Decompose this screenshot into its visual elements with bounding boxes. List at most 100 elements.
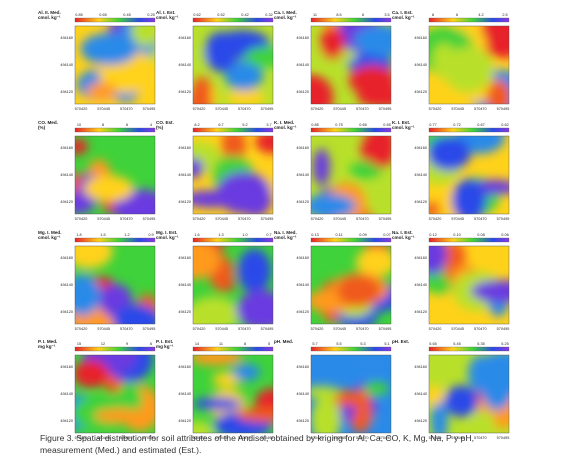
blobs: [193, 136, 273, 214]
map-blob: [311, 74, 334, 104]
panel-unit: cmol. kg⁻¹: [156, 15, 179, 20]
x-tick-label: 570445: [451, 327, 464, 331]
x-tick-label: 570445: [215, 327, 228, 331]
x-tick-label: 570420: [429, 327, 442, 331]
x-tick-label: 570445: [333, 327, 346, 331]
x-tick-label: 570495: [261, 107, 274, 111]
map-blob: [353, 26, 391, 57]
map-blob: [204, 31, 238, 73]
map: [75, 136, 155, 214]
y-tick-label: 494120: [414, 90, 427, 94]
scale-label: 4: [150, 123, 152, 127]
map-blob: [486, 80, 509, 104]
map-panel: K. I. Est.cmol. kg⁻¹ 0.77 0.72 0.67 0.62 4941…: [392, 120, 509, 221]
blobs: [193, 29, 273, 104]
scale-label: 0.07: [383, 233, 390, 237]
map-blob: [444, 385, 479, 418]
scale-label: 4.2: [478, 13, 483, 17]
scale-label: 1.5: [100, 233, 105, 237]
map-panel: CO. Est.(%) 8.2 6.7 5.2 3.7 494160 494140 49412…: [156, 120, 273, 221]
scale-label: 5.7: [312, 342, 317, 346]
blobs: [311, 355, 390, 433]
scale-label: 8.2: [194, 123, 199, 127]
map-blob: [86, 82, 118, 101]
map-frame: [428, 354, 510, 434]
y-tick-label: 494120: [60, 310, 73, 314]
x-tick-label: 570420: [429, 107, 442, 111]
panel-unit: cmol. kg⁻¹: [38, 235, 61, 240]
x-tick-label: 570495: [497, 327, 510, 331]
x-tick-label: 570470: [474, 217, 487, 221]
scale-label: 0.06: [501, 233, 508, 237]
y-tick-label: 494160: [60, 256, 73, 260]
panel-title: Mg. I. Med.: [38, 230, 61, 235]
map-blob: [193, 420, 215, 433]
map-panel: Na. I. Est.cmol. kg⁻¹ 0.12 0.10 0.08 0.06 494…: [392, 230, 510, 331]
scale-label: 1.6: [194, 233, 199, 237]
map-blob: [75, 274, 101, 316]
x-tick-label: 570445: [333, 436, 346, 440]
y-tick-label: 494160: [414, 256, 427, 260]
x-tick-label: 570420: [311, 436, 324, 440]
y-tick-label: 494120: [178, 310, 191, 314]
scale-label: 0.62: [501, 123, 508, 127]
map-blob: [430, 397, 448, 433]
scale-label: 5.2: [242, 123, 247, 127]
x-tick-label: 570495: [143, 327, 156, 331]
scale-label: 1.2: [124, 233, 129, 237]
y-tick-label: 494120: [296, 90, 309, 94]
map-panel: P. I. Est.mg kg⁻¹ 14 11 8 5 494160 494140 49412…: [156, 339, 274, 440]
map-blob: [80, 32, 138, 66]
blobs: [429, 355, 509, 433]
panel-title: K. I. Med.: [274, 120, 294, 125]
y-tick-label: 494140: [60, 63, 73, 67]
panel-title: pH. Med.: [274, 339, 293, 344]
map-blob: [236, 407, 273, 423]
scale-label: 8: [244, 342, 246, 346]
x-tick-label: 570445: [333, 107, 346, 111]
y-tick-label: 494120: [178, 200, 191, 204]
map: [193, 26, 273, 104]
y-tick-label: 494140: [296, 173, 309, 177]
panel-title: CO. Est.: [156, 120, 174, 125]
y-tick-label: 494160: [178, 256, 191, 260]
scale-label: 0.7: [266, 233, 271, 237]
x-tick-label: 570470: [474, 436, 487, 440]
x-tick-label: 570470: [120, 436, 133, 440]
x-tick-label: 570470: [238, 327, 251, 331]
map-blob: [432, 42, 456, 79]
scale-label: 5.45: [453, 342, 460, 346]
x-tick-label: 570470: [238, 217, 251, 221]
panel-unit: cmol. kg⁻¹: [392, 125, 415, 130]
map-blob: [193, 397, 243, 410]
map-blob: [224, 60, 264, 91]
caption: Figure 3. Spatial distribution for soil …: [40, 433, 474, 443]
x-tick-label: 570495: [379, 217, 392, 221]
blobs: [429, 136, 509, 214]
scale-label: 5: [268, 342, 270, 346]
scale-label: 0.13: [311, 233, 318, 237]
panel-unit: cmol. kg⁻¹: [392, 15, 415, 20]
panel-title: P. I. Med.: [38, 339, 57, 344]
map-blob: [311, 386, 341, 399]
panel-unit: cmol. kg⁻¹: [156, 235, 179, 240]
y-tick-label: 494120: [414, 419, 427, 423]
color-scale: [192, 17, 274, 23]
scale-label: 6.7: [218, 123, 223, 127]
scale-label: 14: [195, 342, 199, 346]
map-panel: Al. II. Med.cmol. kg⁻¹ 0.85 0.65 0.45 0.25 49…: [38, 10, 155, 111]
map-frame: [428, 245, 510, 325]
panel-unit: cmol. kg⁻¹: [274, 235, 297, 240]
map-panel: Al. I. Est.cmol. kg⁻¹ 0.62 0.52 0.42 0.32 494…: [156, 10, 274, 111]
x-tick-label: 570445: [333, 217, 346, 221]
map-blob: [348, 65, 391, 96]
scale-label: 0.65: [359, 123, 366, 127]
map-blob: [193, 296, 241, 324]
x-tick-label: 570445: [451, 436, 464, 440]
y-tick-label: 494160: [296, 365, 309, 369]
map-blob: [355, 247, 391, 277]
x-tick-label: 570420: [311, 327, 324, 331]
scale-label: 8.5: [336, 13, 341, 17]
color-scale: [192, 346, 274, 352]
